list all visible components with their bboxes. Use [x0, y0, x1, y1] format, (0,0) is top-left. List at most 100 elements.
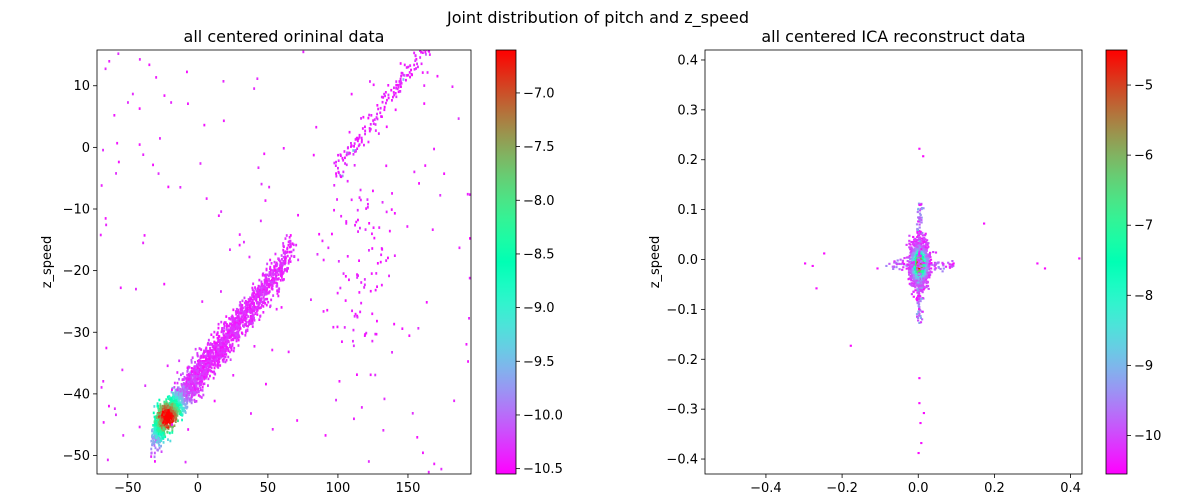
- heatmap-cell: [217, 358, 220, 361]
- heatmap-cell: [108, 404, 110, 408]
- heatmap-cell: [203, 359, 206, 363]
- heatmap-cell: [143, 234, 146, 237]
- heatmap-cell: [281, 278, 284, 282]
- heatmap-cell: [221, 327, 224, 330]
- heatmap-cell: [357, 274, 359, 277]
- heatmap-cell: [165, 423, 168, 426]
- heatmap-cell: [171, 423, 173, 426]
- heatmap-cell: [188, 380, 191, 384]
- heatmap-cell: [917, 291, 921, 294]
- heatmap-cell: [230, 326, 232, 330]
- heatmap-cell: [251, 318, 254, 321]
- heatmap-cell: [153, 444, 156, 447]
- heatmap-cell: [373, 236, 376, 240]
- heatmap-cell: [345, 222, 348, 225]
- heatmap-cell: [912, 277, 916, 280]
- heatmap-cell: [193, 365, 196, 369]
- heatmap-cell: [162, 441, 165, 444]
- heatmap-cell: [917, 285, 920, 288]
- heatmap-cell: [244, 316, 247, 319]
- heatmap-cell: [271, 428, 274, 431]
- heatmap-cell: [165, 398, 168, 401]
- heatmap-cell: [186, 373, 189, 377]
- heatmap-cell: [217, 214, 220, 217]
- heatmap-cell: [921, 255, 924, 258]
- heatmap-cell: [326, 308, 329, 312]
- heatmap-cell: [287, 350, 290, 354]
- heatmap-cell: [219, 340, 222, 343]
- heatmap-cell: [396, 83, 399, 87]
- heatmap-cell: [278, 267, 281, 270]
- heatmap-cell: [263, 299, 266, 302]
- x-tick-label: 100: [326, 481, 351, 496]
- heatmap-cell: [173, 424, 176, 427]
- heatmap-cell: [192, 388, 194, 391]
- heatmap-cell: [922, 234, 925, 237]
- heatmap-cell: [157, 404, 159, 408]
- heatmap-cell: [180, 403, 183, 407]
- heatmap-cell: [251, 295, 254, 298]
- heatmap-cell: [187, 102, 189, 105]
- heatmap-cell: [222, 333, 225, 337]
- heatmap-cell: [363, 286, 366, 289]
- heatmap-cell: [235, 316, 238, 320]
- heatmap-cell: [908, 246, 911, 249]
- heatmap-cell: [232, 334, 235, 337]
- heatmap-cell: [926, 264, 929, 267]
- heatmap-cell: [226, 346, 228, 349]
- heatmap-cell: [209, 374, 211, 378]
- heatmap-cell: [119, 286, 122, 290]
- heatmap-cell: [212, 335, 215, 339]
- heatmap-cell: [815, 287, 818, 290]
- heatmap-cell: [202, 369, 205, 372]
- heatmap-cell: [157, 439, 160, 442]
- heatmap-cell: [153, 405, 156, 408]
- heatmap-cell: [369, 127, 372, 131]
- heatmap-cell: [376, 319, 378, 323]
- heatmap-cell: [804, 262, 807, 265]
- heatmap-cell: [236, 328, 239, 331]
- heatmap-cell: [917, 260, 921, 263]
- heatmap-cell: [199, 366, 202, 369]
- heatmap-cell: [439, 194, 442, 197]
- heatmap-cell: [266, 283, 268, 287]
- heatmap-cell: [1036, 262, 1039, 265]
- heatmap-cell: [911, 247, 914, 250]
- y-tick-label: −0.3: [666, 403, 698, 418]
- heatmap-cell: [366, 206, 369, 209]
- heatmap-cell: [247, 303, 250, 306]
- heatmap-cell: [922, 207, 925, 210]
- heatmap-cell: [394, 108, 397, 112]
- heatmap-cell: [173, 415, 175, 418]
- heatmap-cell: [219, 338, 222, 342]
- heatmap-cell: [912, 235, 915, 238]
- heatmap-cell: [422, 451, 424, 455]
- heatmap-cell: [191, 394, 194, 397]
- y-tick-label: −0.1: [666, 303, 698, 318]
- heatmap-cell: [420, 62, 423, 66]
- heatmap-cell: [427, 38, 429, 41]
- heatmap-cell: [223, 352, 226, 356]
- heatmap-cell: [358, 259, 360, 262]
- heatmap-cell: [199, 386, 202, 390]
- heatmap-cell: [915, 245, 918, 248]
- heatmap-cell: [372, 119, 375, 122]
- heatmap-cell: [287, 259, 290, 262]
- heatmap-cell: [177, 419, 179, 423]
- heatmap-cell: [292, 243, 295, 247]
- heatmap-cell: [912, 284, 915, 287]
- heatmap-cell: [292, 248, 295, 252]
- heatmap-cell: [356, 373, 358, 376]
- heatmap-cell: [921, 280, 924, 283]
- heatmap-cell: [913, 279, 916, 282]
- heatmap-cell: [194, 376, 197, 379]
- heatmap-cell: [918, 298, 921, 301]
- heatmap-cell: [201, 370, 203, 373]
- heatmap-cell: [161, 423, 164, 427]
- heatmap-cell: [187, 365, 190, 369]
- heatmap-cell: [258, 292, 261, 295]
- heatmap-cell: [214, 358, 217, 361]
- heatmap-cell: [248, 323, 250, 326]
- heatmap-cell: [241, 320, 244, 324]
- heatmap-cell: [358, 143, 361, 146]
